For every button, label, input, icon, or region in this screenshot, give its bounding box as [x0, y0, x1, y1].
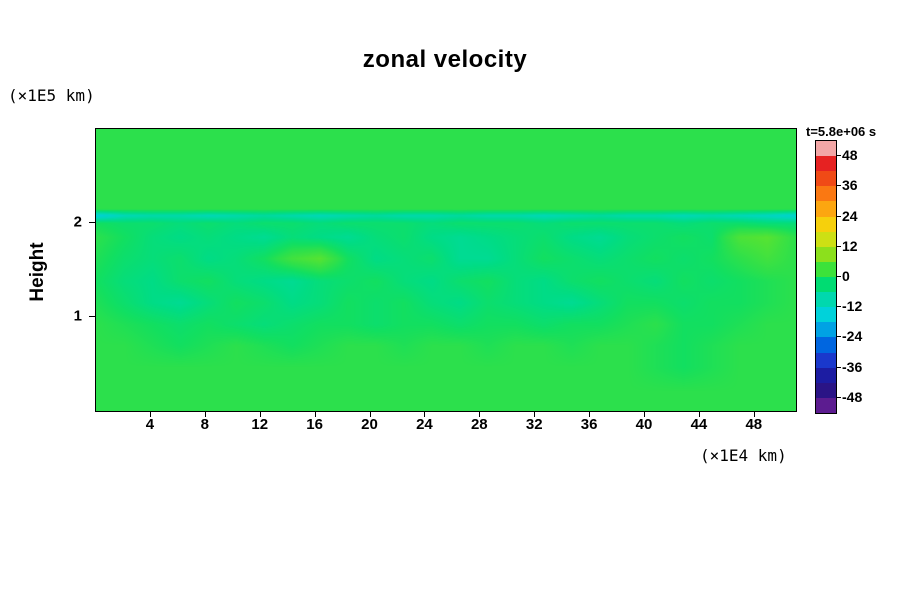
colorbar-segment	[816, 261, 836, 277]
plot-area	[95, 128, 797, 412]
x-tick-mark	[369, 412, 371, 417]
colorbar-tick-mark	[837, 306, 841, 308]
colorbar-tick-mark	[837, 366, 841, 368]
x-tick-label: 12	[251, 416, 269, 433]
colorbar-tick-mark	[837, 276, 841, 277]
x-tick-label: 24	[416, 416, 433, 433]
colorbar-segment	[816, 322, 836, 338]
colorbar-tick-mark	[837, 245, 841, 247]
colorbar-segment	[816, 352, 836, 368]
colorbar-segment	[816, 156, 836, 172]
colorbar-segment	[816, 246, 836, 262]
x-tick-label: 48	[745, 416, 763, 433]
colorbar-tick-label: -36	[842, 358, 863, 375]
x-tick-label: 8	[200, 416, 209, 433]
x-tick-label: 16	[306, 416, 323, 433]
colorbar-tick-mark	[837, 185, 841, 187]
x-tick-label: 20	[361, 416, 378, 433]
colorbar-segment	[816, 397, 836, 413]
x-tick-mark	[589, 412, 591, 417]
colorbar-segment	[816, 231, 836, 247]
y-axis-unit-label: (×1E5 km)	[8, 86, 95, 105]
colorbar-tick-label: 48	[842, 147, 858, 164]
x-tick-mark	[149, 412, 151, 417]
x-tick-mark	[259, 412, 261, 417]
x-tick-mark	[314, 412, 316, 417]
x-tick-mark	[698, 412, 700, 417]
x-tick-mark	[644, 412, 646, 417]
x-tick-mark	[534, 412, 536, 417]
colorbar-segment	[816, 307, 836, 323]
colorbar-tick-label: 24	[842, 207, 858, 224]
colorbar-segment	[816, 141, 836, 157]
colorbar-tick-label: -48	[842, 388, 863, 405]
y-tick-label: 1	[73, 307, 82, 325]
colorbar-tick-label: 36	[842, 177, 858, 194]
colorbar-segment	[816, 186, 836, 202]
colorbar	[815, 140, 837, 414]
colorbar-segment	[816, 367, 836, 383]
colorbar-tick-label: -24	[842, 328, 863, 345]
colorbar-time-label: t=5.8e+06 s	[806, 124, 877, 139]
colorbar-tick-mark	[837, 396, 841, 398]
x-tick-label: 4	[145, 416, 155, 433]
colorbar-segment	[816, 201, 836, 217]
heatmap-canvas	[96, 129, 796, 411]
colorbar-tick-label: 0	[842, 268, 850, 284]
colorbar-tick-mark	[837, 155, 841, 157]
colorbar-tick-mark	[837, 336, 841, 338]
chart-title: zonal velocity	[362, 46, 528, 73]
colorbar-tick-label: -12	[842, 298, 863, 315]
colorbar-tick-label: 12	[842, 237, 858, 254]
x-tick-label: 40	[635, 416, 653, 433]
x-tick-mark	[479, 412, 481, 417]
x-tick-label: 32	[525, 416, 543, 433]
colorbar-segment	[816, 171, 836, 187]
y-axis-title: Height	[27, 242, 48, 302]
colorbar-tick-mark	[837, 215, 841, 217]
x-tick-mark	[424, 412, 426, 417]
x-tick-mark	[204, 412, 206, 417]
colorbar-segment	[816, 276, 836, 293]
y-tick-mark	[89, 222, 95, 223]
colorbar-segment	[816, 216, 836, 232]
y-tick-label: 2	[73, 213, 82, 231]
x-tick-label: 44	[690, 416, 708, 433]
x-axis-unit-label: (×1E4 km)	[700, 446, 787, 465]
x-tick-label: 36	[580, 416, 598, 433]
y-tick-mark	[89, 316, 95, 317]
colorbar-segment	[816, 382, 836, 398]
colorbar-segment	[816, 337, 836, 353]
colorbar-segment	[816, 292, 836, 308]
x-tick-mark	[753, 412, 755, 417]
x-tick-label: 28	[470, 416, 488, 433]
